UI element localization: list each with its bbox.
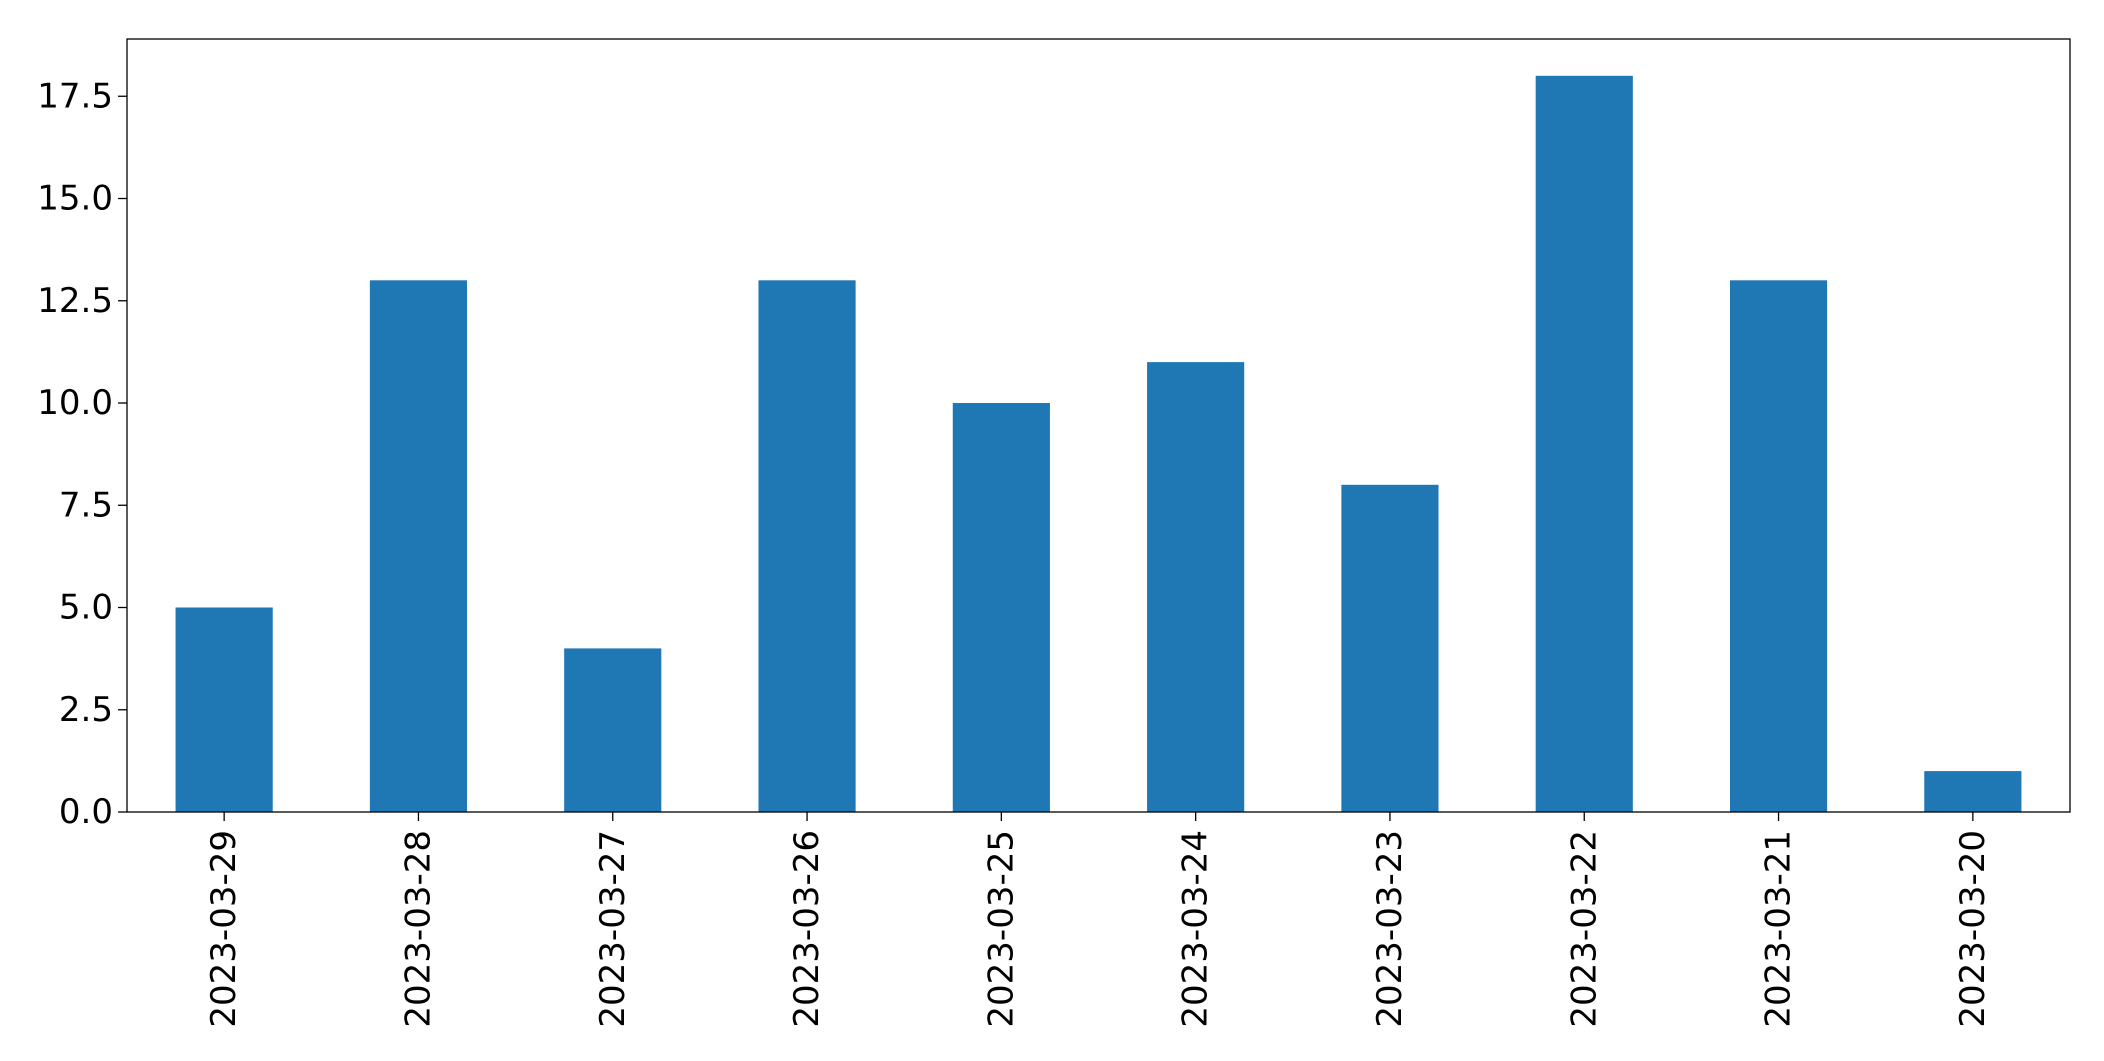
y-tick-label: 5.0	[59, 588, 113, 628]
bar-2023-03-21	[1729, 280, 1828, 812]
x-tick-label: 2023-03-24	[1176, 830, 1216, 1028]
bars-group	[175, 75, 2022, 813]
bar-2023-03-29	[175, 607, 273, 812]
x-tick-label: 2023-03-21	[1759, 830, 1799, 1028]
y-tick-label: 17.5	[37, 76, 113, 116]
y-axis: 0.0 2.5 5.0 7.5 10.0 12.5 15.0 17.5	[37, 76, 127, 832]
bar-2023-03-27	[564, 648, 662, 812]
bar-2023-03-28	[369, 280, 468, 812]
x-tick-label: 2023-03-20	[1953, 830, 1993, 1028]
x-tick-label: 2023-03-29	[204, 830, 244, 1028]
bar-2023-03-25	[952, 403, 1050, 812]
y-tick-label: 0.0	[59, 792, 113, 832]
y-tick-label: 12.5	[37, 281, 113, 321]
x-tick-label: 2023-03-26	[787, 830, 827, 1028]
bar-2023-03-22	[1535, 75, 1633, 813]
bar-2023-03-20	[1924, 771, 2022, 812]
plot-frame	[126, 38, 2071, 813]
y-tick-label: 7.5	[59, 485, 113, 525]
y-tick-label: 2.5	[59, 690, 113, 730]
bar-2023-03-23	[1341, 484, 1439, 812]
x-axis: 2023-03-29 2023-03-28 2023-03-27 2023-03-26…	[204, 812, 1993, 1028]
x-tick-label: 2023-03-25	[981, 830, 1021, 1028]
bar-2023-03-24	[1147, 362, 1245, 812]
bar-2023-03-26	[758, 280, 856, 812]
x-tick-label: 2023-03-28	[398, 830, 438, 1028]
y-tick-label: 10.0	[37, 383, 113, 423]
x-tick-label: 2023-03-23	[1370, 830, 1410, 1028]
y-tick-label: 15.0	[37, 179, 113, 219]
x-tick-label: 2023-03-27	[593, 830, 633, 1028]
x-tick-label: 2023-03-22	[1564, 830, 1604, 1028]
